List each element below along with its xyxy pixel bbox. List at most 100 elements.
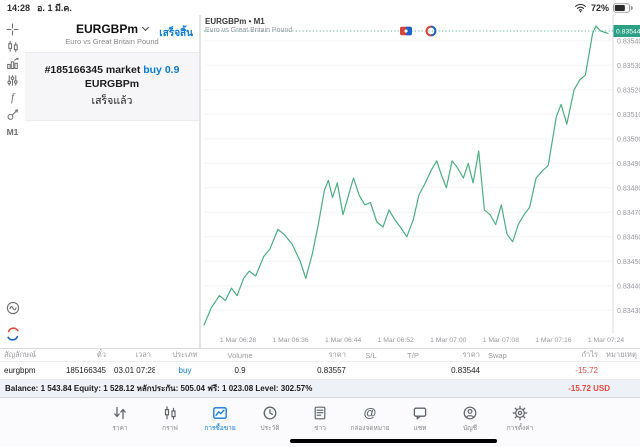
settings-icon xyxy=(512,405,528,421)
nav-label: ข่าว xyxy=(314,425,326,432)
nav-trade[interactable]: การซื้อขาย xyxy=(201,405,239,447)
crosshair-icon[interactable] xyxy=(3,21,23,38)
svg-text:1 Mar 06:52: 1 Mar 06:52 xyxy=(378,337,414,344)
position-price-current: 0.83544 xyxy=(451,366,480,375)
position-type: buy xyxy=(178,366,192,375)
price-chart[interactable]: 0.83540 0.83530 0.83520 0.83510 0.83500 0.834… xyxy=(200,15,640,348)
position-profit: -15.72 xyxy=(575,366,598,375)
indicators-icon[interactable] xyxy=(3,72,23,89)
position-row[interactable]: eurgbpm 185166345 03.01 07:28 buy 0.9 0.… xyxy=(0,362,640,380)
position-symbol: eurgbpm xyxy=(4,366,36,375)
battery-icon xyxy=(613,2,633,13)
nav-label: ราคา xyxy=(112,425,128,432)
svg-text:0.83460: 0.83460 xyxy=(617,234,640,241)
svg-text:1 Mar 06:44: 1 Mar 06:44 xyxy=(325,337,361,344)
svg-text:0.83520: 0.83520 xyxy=(617,87,640,94)
position-price-open: 0.83557 xyxy=(317,366,346,375)
nav-label: ประวัติ xyxy=(260,425,280,432)
volume-histogram-icon[interactable] xyxy=(3,55,23,72)
svg-text:0.83470: 0.83470 xyxy=(617,210,640,217)
function-icon[interactable]: f xyxy=(3,89,23,106)
status-date: อ. 1 มี.ค. xyxy=(37,2,72,13)
order-result-card: #185166345 market buy 0.9 EURGBPm เสร็จแ… xyxy=(25,53,199,121)
account-summary-bar: Balance: 1 543.84 Equity: 1 528.12 หลักป… xyxy=(0,380,640,397)
chart-type-icon[interactable] xyxy=(3,38,23,55)
table-header-row: สัญลักษณ์ ตั๋ว เวลา ประเภท Volume ราคา S… xyxy=(0,349,640,362)
timeframe-label: M1 xyxy=(6,126,19,137)
chart-subtitle: Euro vs Great Britain Pound xyxy=(205,27,293,34)
chevron-down-icon xyxy=(141,23,150,31)
svg-text:1 Mar 07:24: 1 Mar 07:24 xyxy=(588,337,624,344)
clock: 14:28 xyxy=(7,2,31,13)
svg-text:0.83490: 0.83490 xyxy=(617,161,640,168)
nav-news[interactable]: ข่าว xyxy=(301,405,339,447)
svg-text:0.83430: 0.83430 xyxy=(617,308,640,315)
timeframe-button[interactable]: M1 xyxy=(3,123,23,140)
mailbox-icon: @ xyxy=(363,405,377,420)
chart-header: EURGBPm • M1 Euro vs Great Britain Pound xyxy=(205,17,292,34)
home-indicator[interactable] xyxy=(290,439,497,443)
col-time: เวลา xyxy=(135,350,151,359)
col-type: ประเภท xyxy=(172,350,198,359)
nav-accounts[interactable]: บัญชี xyxy=(451,405,489,447)
svg-text:0.83450: 0.83450 xyxy=(617,259,640,266)
col-profit: กำไร xyxy=(581,350,598,359)
quick-trade-wave-icon[interactable] xyxy=(3,299,23,316)
history-icon xyxy=(263,406,277,420)
status-bar: 14:28 อ. 1 มี.ค. 72% xyxy=(0,0,640,15)
svg-text:0.83480: 0.83480 xyxy=(617,185,640,192)
positions-table: สัญลักษณ์ ตั๋ว เวลา ประเภท Volume ราคา S… xyxy=(0,348,640,397)
order-id-text: #185166345 market xyxy=(44,64,144,76)
svg-text:1 Mar 06:28: 1 Mar 06:28 xyxy=(220,337,256,344)
order-line1: #185166345 market buy 0.9 xyxy=(45,64,180,76)
order-status: เสร็จแล้ว xyxy=(91,95,133,107)
symbol-header[interactable]: EURGBPm Euro vs Great Britain Pound เสร็… xyxy=(25,15,199,53)
nav-label: การตั้งค่า xyxy=(506,425,534,432)
objects-icon[interactable] xyxy=(3,106,23,123)
svg-text:0.83530: 0.83530 xyxy=(617,63,640,70)
wifi-icon xyxy=(575,4,586,13)
col-tp: T/P xyxy=(407,350,419,360)
col-sl: S/L xyxy=(365,350,377,360)
col-symbol: สัญลักษณ์ xyxy=(4,350,37,359)
nav-label: บัญชี xyxy=(462,425,478,432)
col-comment: หมายเหตุ xyxy=(606,350,637,359)
sync-refresh-icon[interactable] xyxy=(3,325,23,342)
svg-text:1 Mar 07:08: 1 Mar 07:08 xyxy=(483,337,519,344)
nav-settings[interactable]: การตั้งค่า xyxy=(501,405,539,447)
svg-text:0.83440: 0.83440 xyxy=(617,283,640,290)
symbol-title: EURGBPm xyxy=(75,21,138,36)
col-price-open: ราคา xyxy=(328,350,346,359)
chart-canvas[interactable]: 0.83540 0.83530 0.83520 0.83510 0.83500 0.834… xyxy=(201,15,640,348)
col-price-current: ราคา xyxy=(462,350,480,359)
chat-icon xyxy=(413,407,427,420)
svg-text:1 Mar 06:36: 1 Mar 06:36 xyxy=(272,337,308,344)
nav-history[interactable]: ประวัติ xyxy=(251,405,289,447)
done-button[interactable]: เสร็จสิ้น xyxy=(159,28,193,39)
position-ticket: 185166345 xyxy=(65,366,106,375)
svg-text:f: f xyxy=(11,92,16,104)
nav-label: แชท xyxy=(413,425,427,432)
battery-percent: 72% xyxy=(590,2,609,13)
nav-label: กล่องจดหมาย xyxy=(350,425,390,432)
svg-text:0.83500: 0.83500 xyxy=(617,136,640,143)
svg-text:0.83510: 0.83510 xyxy=(617,112,640,119)
svg-text:1 Mar 07:16: 1 Mar 07:16 xyxy=(535,337,571,344)
order-panel: EURGBPm Euro vs Great Britain Pound เสร็… xyxy=(25,15,200,348)
nav-charts[interactable]: กราฟ xyxy=(151,405,189,447)
news-icon xyxy=(314,406,326,420)
nav-mailbox[interactable]: @ กล่องจดหมาย xyxy=(350,405,390,447)
nav-chat[interactable]: แชท xyxy=(401,405,439,447)
nav-quotes[interactable]: ราคา xyxy=(101,405,139,447)
position-marker-icon xyxy=(400,25,437,37)
svg-text:0.83540: 0.83540 xyxy=(617,38,640,45)
balance-text: Balance: 1 543.84 Equity: 1 528.12 หลักป… xyxy=(5,384,313,393)
svg-text:0.83544: 0.83544 xyxy=(616,29,640,36)
col-volume: Volume xyxy=(227,350,253,360)
chart-symbol-period: EURGBPm • M1 xyxy=(205,17,265,26)
accounts-icon xyxy=(463,406,477,420)
order-symbol: EURGBPm xyxy=(84,78,140,90)
chart-toolbar: f M1 xyxy=(0,15,25,348)
quotes-icon xyxy=(114,406,126,420)
